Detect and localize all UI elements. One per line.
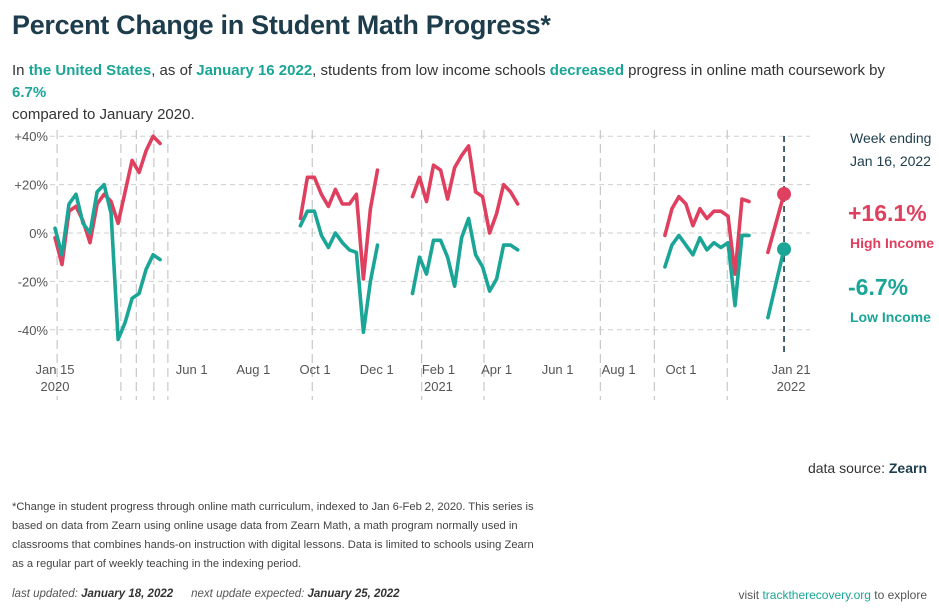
- x-tick-label: Aug 1: [602, 362, 636, 377]
- y-tick-label: -20%: [18, 274, 49, 289]
- x-tick-label: Jan 21: [772, 362, 811, 377]
- line-chart: +40% +20% 0% -20% -40% Jan 15 2020 Jun 1 Aug 1 O…: [14, 129, 934, 400]
- visit-text: visit tracktherecovery.org to explore: [738, 588, 927, 602]
- y-axis-ticks: +40% +20% 0% -20% -40%: [14, 129, 48, 338]
- low-income-value: -6.7%: [848, 274, 908, 300]
- event-lines: [56, 130, 785, 400]
- series-lines: [53, 134, 786, 342]
- x-tick-label: Apr 1: [481, 362, 512, 377]
- series-line-low-income: [766, 247, 786, 320]
- x-tick-label: Aug 1: [236, 362, 270, 377]
- update-info: last updated: January 18, 2022 next updat…: [12, 588, 400, 600]
- next-update-label: next update expected:: [191, 588, 308, 600]
- y-tick-label: 0%: [29, 226, 48, 241]
- last-updated-label: last updated:: [12, 588, 82, 600]
- series-line-low-income: [53, 182, 162, 342]
- x-tick-year: 2021: [424, 379, 453, 394]
- subtitle-date: January 16 2022: [196, 62, 313, 79]
- subtitle-place: the United States: [28, 62, 152, 79]
- series-line-high-income: [410, 144, 520, 235]
- x-tick-year: 2020: [41, 379, 70, 394]
- low-income-label: Low Income: [850, 309, 931, 325]
- x-tick-label: Feb 1: [422, 362, 455, 377]
- subtitle: In the United States, as of January 16 2…: [12, 60, 892, 126]
- site-link[interactable]: tracktherecovery.org: [762, 588, 871, 602]
- visit-pre: visit: [738, 588, 763, 602]
- x-axis-ticks: Jan 15 2020 Jun 1 Aug 1 Oct 1 Dec 1 Feb 1 2021 A…: [35, 362, 810, 394]
- x-tick-label: Jun 1: [542, 362, 574, 377]
- source-name: Zearn: [888, 460, 927, 476]
- end-markers: [777, 187, 792, 257]
- end-point-low-income: [777, 242, 792, 257]
- week-ending-label: Week ending: [850, 130, 931, 146]
- week-ending-date: Jan 16, 2022: [850, 153, 931, 169]
- subtitle-text: , students from low income schools: [312, 62, 550, 79]
- x-tick-label: Oct 1: [300, 362, 331, 377]
- series-line-low-income: [410, 216, 520, 296]
- next-update-date: January 25, 2022: [307, 588, 400, 600]
- subtitle-pct: 6.7%: [12, 84, 47, 101]
- grid: [50, 135, 810, 331]
- series-line-low-income: [298, 209, 380, 335]
- y-tick-label: -40%: [18, 323, 49, 338]
- series-line-high-income: [766, 192, 786, 255]
- x-tick-label: Jan 15: [35, 362, 74, 377]
- end-point-high-income: [777, 187, 792, 202]
- subtitle-text: In: [12, 62, 29, 79]
- series-line-low-income: [663, 233, 751, 308]
- high-income-value: +16.1%: [848, 200, 927, 226]
- visit-post: to explore: [870, 588, 927, 602]
- x-tick-label: Jun 1: [176, 362, 208, 377]
- source-label: data source:: [807, 460, 889, 476]
- x-tick-year: 2022: [777, 379, 806, 394]
- subtitle-text: progress in online math coursework by: [624, 62, 885, 79]
- subtitle-text: compared to January 2020.: [12, 106, 195, 123]
- subtitle-direction: decreased: [549, 62, 624, 79]
- y-tick-label: +40%: [14, 129, 48, 144]
- y-tick-label: +20%: [14, 178, 48, 193]
- x-tick-label: Oct 1: [665, 362, 696, 377]
- x-tick-label: Dec 1: [360, 362, 394, 377]
- data-source: data source: Zearn: [808, 460, 927, 476]
- last-updated-date: January 18, 2022: [81, 588, 174, 600]
- page-title: Percent Change in Student Math Progress*: [12, 10, 551, 40]
- subtitle-text: , as of: [151, 62, 197, 79]
- footnote: *Change in student progress through onli…: [12, 501, 534, 570]
- series-line-high-income: [663, 194, 751, 276]
- high-income-label: High Income: [850, 235, 934, 251]
- series-line-high-income: [298, 168, 380, 281]
